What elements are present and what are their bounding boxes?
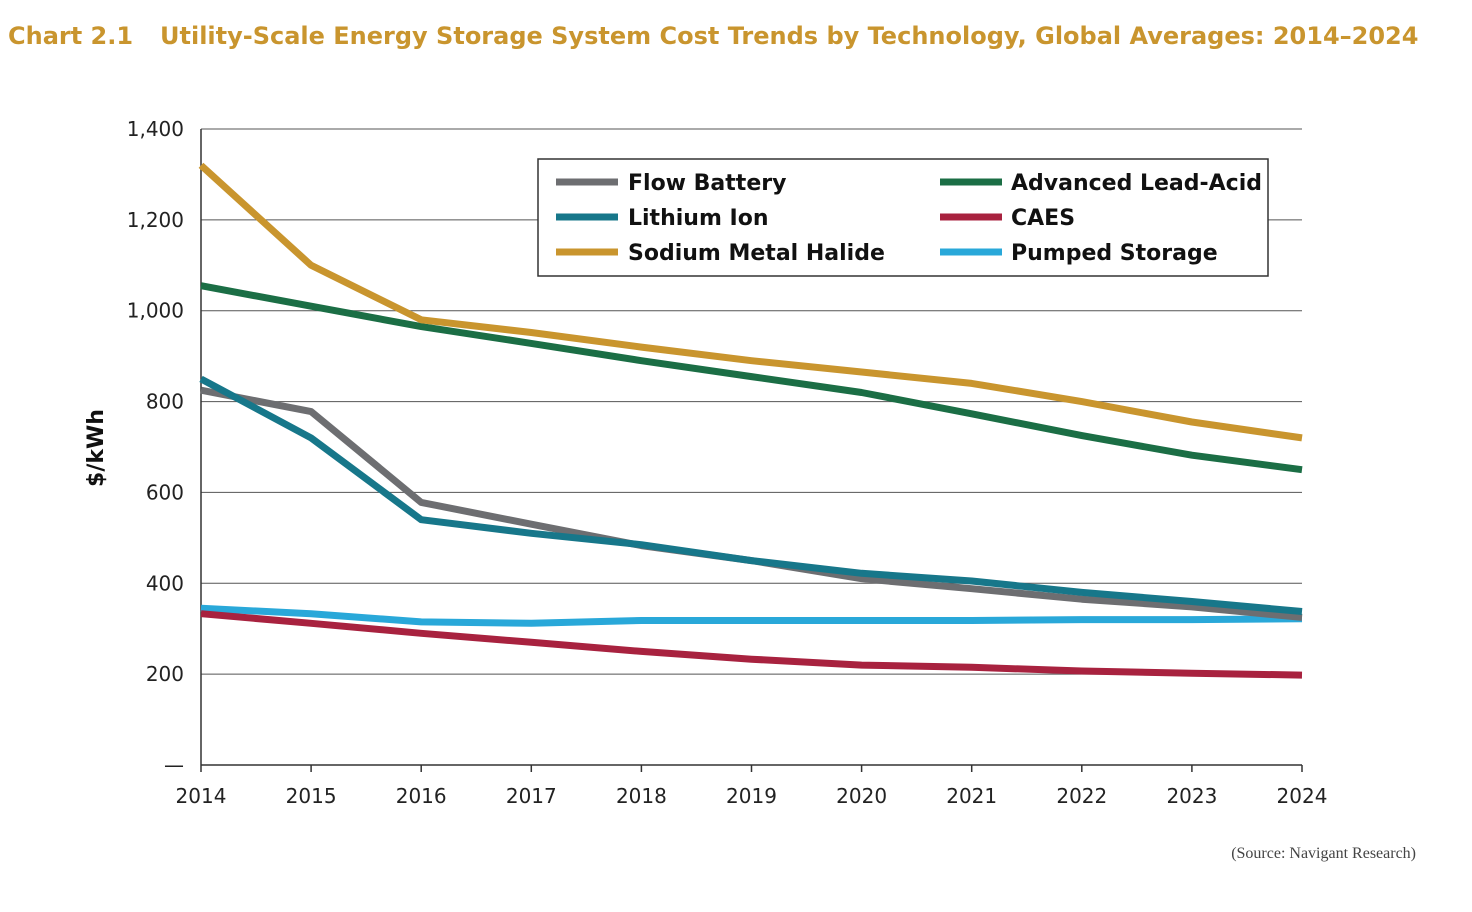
series-line-pumped-storage (200, 604, 1303, 627)
y-axis-label: $/kWh (84, 409, 109, 487)
x-tick-label: 2015 (286, 784, 337, 808)
y-tick-label: 400 (146, 571, 184, 595)
x-tick-label: 2021 (946, 784, 997, 808)
legend-label-caes: CAES (1011, 206, 1075, 231)
x-tick-label: 2017 (506, 784, 557, 808)
legend-box (537, 158, 1269, 277)
y-tick-label: 600 (146, 480, 184, 504)
x-tick-label: 2018 (616, 784, 667, 808)
tick-labels: — 200 400 600 800 1,000 1,200 1,400 2014 2015 2016… (127, 117, 1328, 808)
series-line-sodium-metal-halide (198, 162, 1303, 442)
y-tick-label: 800 (146, 390, 184, 414)
legend-label-flow-battery: Flow Battery (628, 171, 786, 196)
legend: Flow Battery Advanced Lead-Acid Lithium Io… (537, 158, 1269, 277)
chart-title-row: Chart 2.1 Utility-Scale Energy Storage Sy… (8, 22, 1418, 50)
source-note: (Source: Navigant Research) (1231, 845, 1416, 862)
legend-label-lithium-ion: Lithium Ion (628, 206, 769, 231)
series-line-advanced-lead-acid (200, 282, 1303, 474)
x-tick-label: 2023 (1166, 784, 1217, 808)
y-tick-label: 1,400 (127, 117, 184, 141)
x-tick-label: 2020 (836, 784, 887, 808)
legend-label-pumped-storage: Pumped Storage (1011, 241, 1218, 266)
y-tick-label: 1,200 (127, 208, 184, 232)
series-line-caes (200, 610, 1303, 679)
series-lines (198, 162, 1303, 679)
legend-label-advanced-lead-acid: Advanced Lead-Acid (1011, 171, 1262, 196)
x-tick-label: 2016 (396, 784, 447, 808)
x-tick-label: 2014 (176, 784, 227, 808)
x-tick-label: 2019 (726, 784, 777, 808)
series-line-lithium-ion (199, 375, 1303, 615)
y-tick-label: — (164, 753, 184, 777)
chart-title: Utility-Scale Energy Storage System Cost… (160, 22, 1419, 50)
chart-number: Chart 2.1 (8, 22, 134, 50)
y-tick-label: 200 (146, 662, 184, 686)
legend-label-sodium-metal-halide: Sodium Metal Halide (628, 241, 885, 266)
x-tick-label: 2024 (1277, 784, 1328, 808)
x-tick-label: 2022 (1056, 784, 1107, 808)
y-tick-label: 1,000 (127, 299, 184, 323)
axes (200, 129, 1303, 772)
